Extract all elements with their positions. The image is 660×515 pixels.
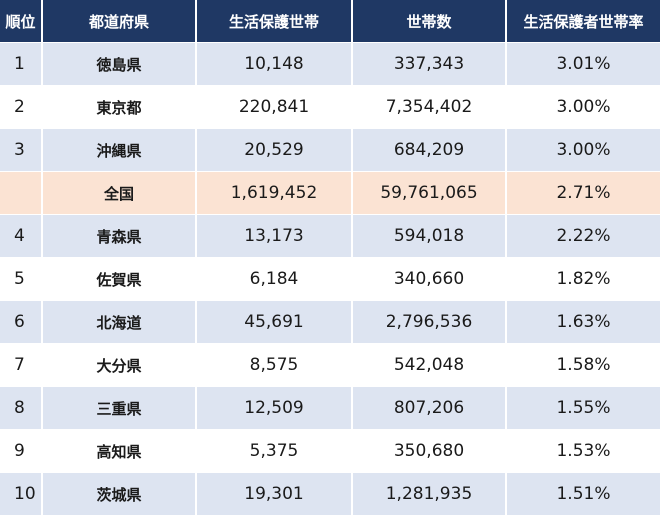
header-welfare-rate: 生活保護者世帯率 — [506, 0, 660, 43]
table-row: 9 高知県 5,375 350,680 1.53% — [0, 430, 660, 473]
rank-cell: 3 — [0, 129, 42, 172]
rank-cell: 2 — [0, 86, 42, 129]
rate-cell: 1.63% — [506, 301, 660, 344]
rate-cell: 1.58% — [506, 344, 660, 387]
table-row: 2 東京都 220,841 7,354,402 3.00% — [0, 86, 660, 129]
table-row-national: 全国 1,619,452 59,761,065 2.71% — [0, 172, 660, 215]
welfare-cell: 8,575 — [196, 344, 352, 387]
rate-cell: 3.01% — [506, 43, 660, 86]
welfare-cell: 6,184 — [196, 258, 352, 301]
prefecture-cell: 全国 — [42, 172, 196, 215]
rank-cell: 7 — [0, 344, 42, 387]
rate-cell: 1.51% — [506, 473, 660, 515]
prefecture-cell: 北海道 — [42, 301, 196, 344]
table-row: 4 青森県 13,173 594,018 2.22% — [0, 215, 660, 258]
header-rank: 順位 — [0, 0, 42, 43]
prefecture-cell: 茨城県 — [42, 473, 196, 515]
prefecture-cell: 高知県 — [42, 430, 196, 473]
rate-cell: 3.00% — [506, 86, 660, 129]
prefecture-cell: 大分県 — [42, 344, 196, 387]
rank-cell: 6 — [0, 301, 42, 344]
table-row: 8 三重県 12,509 807,206 1.55% — [0, 387, 660, 430]
rank-cell: 9 — [0, 430, 42, 473]
prefecture-cell: 東京都 — [42, 86, 196, 129]
welfare-cell: 5,375 — [196, 430, 352, 473]
rank-cell: 1 — [0, 43, 42, 86]
households-cell: 684,209 — [352, 129, 506, 172]
households-cell: 594,018 — [352, 215, 506, 258]
header-welfare-households: 生活保護世帯 — [196, 0, 352, 43]
welfare-cell: 45,691 — [196, 301, 352, 344]
welfare-cell: 1,619,452 — [196, 172, 352, 215]
rank-cell: 10 — [0, 473, 42, 515]
households-cell: 350,680 — [352, 430, 506, 473]
header-households: 世帯数 — [352, 0, 506, 43]
rank-cell: 4 — [0, 215, 42, 258]
table-row: 3 沖縄県 20,529 684,209 3.00% — [0, 129, 660, 172]
households-cell: 2,796,536 — [352, 301, 506, 344]
rate-cell: 2.71% — [506, 172, 660, 215]
prefecture-cell: 三重県 — [42, 387, 196, 430]
rank-cell: 5 — [0, 258, 42, 301]
header-row: 順位 都道府県 生活保護世帯 世帯数 生活保護者世帯率 — [0, 0, 660, 43]
rate-cell: 3.00% — [506, 129, 660, 172]
table-row: 10 茨城県 19,301 1,281,935 1.51% — [0, 473, 660, 515]
households-cell: 807,206 — [352, 387, 506, 430]
prefecture-cell: 沖縄県 — [42, 129, 196, 172]
rate-cell: 1.82% — [506, 258, 660, 301]
households-cell: 337,343 — [352, 43, 506, 86]
rank-cell: 8 — [0, 387, 42, 430]
prefecture-cell: 佐賀県 — [42, 258, 196, 301]
welfare-cell: 12,509 — [196, 387, 352, 430]
prefecture-cell: 徳島県 — [42, 43, 196, 86]
table-row: 6 北海道 45,691 2,796,536 1.63% — [0, 301, 660, 344]
table-row: 1 徳島県 10,148 337,343 3.01% — [0, 43, 660, 86]
households-cell: 7,354,402 — [352, 86, 506, 129]
prefecture-cell: 青森県 — [42, 215, 196, 258]
welfare-cell: 20,529 — [196, 129, 352, 172]
rate-cell: 2.22% — [506, 215, 660, 258]
header-prefecture: 都道府県 — [42, 0, 196, 43]
rank-cell — [0, 172, 42, 215]
welfare-cell: 13,173 — [196, 215, 352, 258]
rate-cell: 1.53% — [506, 430, 660, 473]
table-row: 5 佐賀県 6,184 340,660 1.82% — [0, 258, 660, 301]
welfare-cell: 19,301 — [196, 473, 352, 515]
households-cell: 59,761,065 — [352, 172, 506, 215]
table-row: 7 大分県 8,575 542,048 1.58% — [0, 344, 660, 387]
households-cell: 542,048 — [352, 344, 506, 387]
households-cell: 1,281,935 — [352, 473, 506, 515]
rate-cell: 1.55% — [506, 387, 660, 430]
welfare-cell: 220,841 — [196, 86, 352, 129]
households-cell: 340,660 — [352, 258, 506, 301]
welfare-cell: 10,148 — [196, 43, 352, 86]
